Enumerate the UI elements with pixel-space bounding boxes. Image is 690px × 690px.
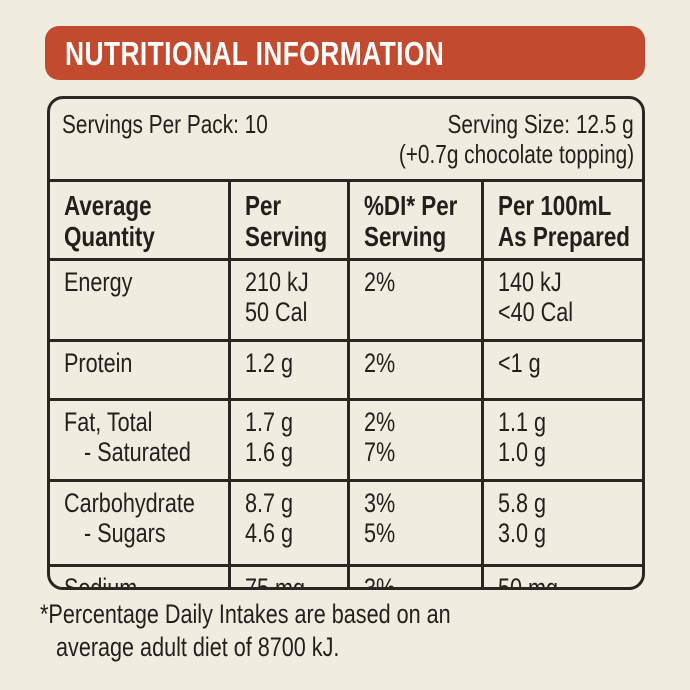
cell-name: Energy <box>50 258 231 342</box>
column-header: Average Quantity <box>50 182 231 261</box>
serving-note: (+0.7g chocolate topping) <box>398 139 634 169</box>
cell-line: 210 kJ <box>244 267 309 297</box>
table-row: Protein 1.2 g 2% <1 g <box>50 339 642 401</box>
footnote-line: average adult diet of 8700 kJ. <box>56 632 340 662</box>
servings-per-pack: Servings Per Pack: 10 <box>62 109 268 139</box>
cell-per-100ml: 50 mg <box>481 564 642 590</box>
nutrition-table: Average Quantity Per Serving %DI* Per Serving… <box>50 182 642 590</box>
cell-per-100ml: 140 kJ <40 Cal <box>481 258 642 342</box>
cell-line: 8.7 g <box>244 488 293 518</box>
cell-line: 5% <box>364 518 396 548</box>
cell-per-100ml: 1.1 g 1.0 g <box>481 398 642 482</box>
header-line: As Prepared <box>498 221 631 252</box>
header-line: Quantity <box>64 221 155 252</box>
serving-info: Servings Per Pack: 10 Serving Size: 12.5… <box>50 99 642 182</box>
cell-line: Sodium <box>64 573 138 590</box>
cell-per-serving: 1.7 g 1.6 g <box>227 398 351 482</box>
cell-di: 2% <box>347 339 485 401</box>
table-row: Sodium 75 mg 3% 50 mg <box>50 564 642 590</box>
table-row: Fat, Total - Saturated 1.7 g 1.6 g 2% 7% 1.1 g… <box>50 398 642 482</box>
cell-line: 50 mg <box>498 573 559 590</box>
cell-per-serving: 1.2 g <box>227 339 351 401</box>
cell-name: Carbohydrate - Sugars <box>50 479 231 567</box>
cell-per-100ml: 5.8 g 3.0 g <box>481 479 642 567</box>
title: NUTRITIONAL INFORMATION <box>65 35 445 72</box>
nutrition-panel: Servings Per Pack: 10 Serving Size: 12.5… <box>47 96 645 590</box>
column-header: Per Serving <box>227 182 351 261</box>
cell-line: 1.6 g <box>244 437 293 467</box>
cell-line: 7% <box>364 437 396 467</box>
cell-di: 2% 7% <box>347 398 485 482</box>
cell-line: 3% <box>364 573 396 590</box>
header-line: Serving <box>364 221 447 252</box>
header-row: Average Quantity Per Serving %DI* Per Serving… <box>50 182 642 261</box>
cell-line: <40 Cal <box>498 297 574 327</box>
cell-line: 1.0 g <box>498 437 547 467</box>
cell-per-serving: 210 kJ 50 Cal <box>227 258 351 342</box>
column-header: %DI* Per Serving <box>347 182 485 261</box>
cell-line: 1.7 g <box>244 407 293 437</box>
header-line: Per 100mL <box>498 190 612 221</box>
cell-line: 1.2 g <box>244 348 293 378</box>
cell-line: Carbohydrate <box>64 488 195 518</box>
cell-per-serving: 75 mg <box>227 564 351 590</box>
cell-line: 2% <box>364 348 396 378</box>
cell-line: Energy <box>64 267 133 297</box>
cell-line: 3% <box>364 488 396 518</box>
cell-line: - Sugars <box>84 518 166 548</box>
cell-di: 3% <box>347 564 485 590</box>
header-line: Per <box>244 190 281 221</box>
cell-line: 75 mg <box>244 573 305 590</box>
cell-line: 5.8 g <box>498 488 547 518</box>
cell-line: 4.6 g <box>244 518 293 548</box>
cell-per-100ml: <1 g <box>481 339 642 401</box>
header-line: %DI* Per <box>364 190 458 221</box>
cell-name: Protein <box>50 339 231 401</box>
cell-name: Sodium <box>50 564 231 590</box>
cell-line: 140 kJ <box>498 267 562 297</box>
cell-per-serving: 8.7 g 4.6 g <box>227 479 351 567</box>
header-line: Average <box>64 190 152 221</box>
cell-line: Protein <box>64 348 133 378</box>
cell-line: 50 Cal <box>244 297 308 327</box>
footnote: *Percentage Daily Intakes are based on a… <box>40 598 553 664</box>
cell-line: <1 g <box>498 348 541 378</box>
cell-line: 3.0 g <box>498 518 547 548</box>
cell-di: 3% 5% <box>347 479 485 567</box>
title-banner: NUTRITIONAL INFORMATION <box>45 26 645 80</box>
header-line: Serving <box>244 221 327 252</box>
serving-size: Serving Size: 12.5 g <box>447 109 634 139</box>
cell-line: Fat, Total <box>64 407 153 437</box>
cell-name: Fat, Total - Saturated <box>50 398 231 482</box>
cell-line: - Saturated <box>84 437 191 467</box>
cell-di: 2% <box>347 258 485 342</box>
footnote-line: *Percentage Daily Intakes are based on a… <box>40 599 451 629</box>
column-header: Per 100mL As Prepared <box>481 182 642 261</box>
cell-line: 2% <box>364 407 396 437</box>
table-row: Energy 210 kJ 50 Cal 2% 140 kJ <40 Cal <box>50 258 642 342</box>
cell-line: 2% <box>364 267 396 297</box>
cell-line: 1.1 g <box>498 407 547 437</box>
